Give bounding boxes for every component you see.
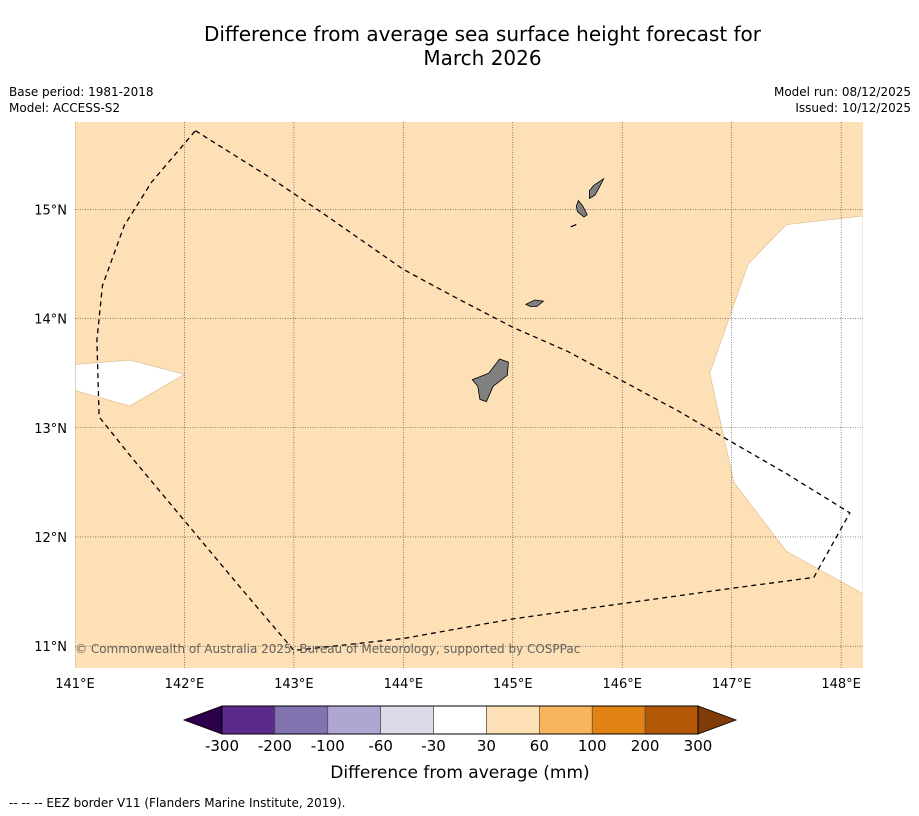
island-aguijan	[570, 224, 577, 228]
lat-tick-label: 12°N	[34, 531, 67, 546]
header-right: Model run: 08/12/2025 Issued: 10/12/2025	[774, 84, 911, 116]
colorbar-label: Difference from average (mm)	[330, 763, 589, 783]
lon-tick-label: 147°E	[712, 677, 752, 692]
lon-tick-label: 148°E	[821, 677, 861, 692]
colorbar-tick-label: -200	[258, 737, 292, 755]
lat-tick-label: 13°N	[34, 422, 67, 437]
island-guam	[471, 358, 509, 403]
colorbar-frame	[221, 705, 699, 735]
issued-text: Issued: 10/12/2025	[795, 101, 911, 115]
colorbar-tick-label: 60	[530, 737, 549, 755]
colorbar-tick-label: 30	[477, 737, 496, 755]
model-run-text: Model run: 08/12/2025	[773, 85, 911, 99]
colorbar-tick-label: -100	[311, 737, 345, 755]
colorbar-tick-label: -300	[205, 737, 239, 755]
lon-tick-label: 145°E	[493, 677, 533, 692]
colorbar-bin	[486, 705, 540, 735]
eez-border-line	[96, 130, 851, 652]
east-patch	[709, 215, 863, 595]
colorbar-bin	[327, 705, 381, 735]
map-area	[75, 122, 863, 668]
colorbar-bin	[221, 705, 276, 735]
west-patch	[75, 359, 186, 407]
base-period-text: Base period: 1981-2018	[9, 85, 154, 99]
lon-tick-label: 144°E	[384, 677, 424, 692]
colorbar-bin	[274, 705, 329, 735]
lon-tick-label: 141°E	[55, 677, 95, 692]
chart-title: Difference from average sea surface heig…	[75, 22, 890, 70]
island-saipan	[589, 177, 605, 200]
colorbar: -300 -200 -100 -60 -30 30 60 100 200 300	[182, 705, 738, 755]
colorbar-bin	[433, 705, 487, 735]
lon-tick-label: 146°E	[602, 677, 642, 692]
eez-footnote: -- -- -- EEZ border V11 (Flanders Marine…	[9, 796, 346, 810]
lat-tick-label: 14°N	[34, 313, 67, 328]
axis-labels: 141°E 142°E 143°E 144°E 145°E 146°E 147°E 148°E…	[34, 203, 861, 692]
header-left: Base period: 1981-2018 Model: ACCESS-S2	[9, 84, 154, 116]
colorbar-tick-label: 300	[684, 737, 713, 755]
colorbar-tick-label: -30	[421, 737, 446, 755]
island-tinian	[575, 199, 588, 218]
colorbar-bin	[380, 705, 434, 735]
title-line-1: Difference from average sea surface heig…	[203, 22, 762, 46]
colorbar-bin	[539, 705, 593, 735]
copyright-notice: © Commonwealth of Australia 2025, Bureau…	[75, 642, 580, 656]
lon-tick-label: 143°E	[274, 677, 314, 692]
model-text: Model: ACCESS-S2	[9, 101, 121, 115]
colorbar-tick-label: -60	[368, 737, 393, 755]
title-line-2: March 2026	[423, 46, 542, 70]
colorbar-tick-label: 200	[631, 737, 660, 755]
colorbar-over-arrow	[697, 705, 738, 735]
island-rota	[524, 299, 545, 307]
colorbar-tick-label: 100	[578, 737, 607, 755]
colorbar-bin	[644, 705, 699, 735]
lat-tick-label: 11°N	[34, 640, 67, 655]
lat-tick-label: 15°N	[34, 203, 67, 218]
lon-tick-label: 142°E	[165, 677, 205, 692]
colorbar-under-arrow	[182, 705, 223, 735]
colorbar-bin	[591, 705, 646, 735]
